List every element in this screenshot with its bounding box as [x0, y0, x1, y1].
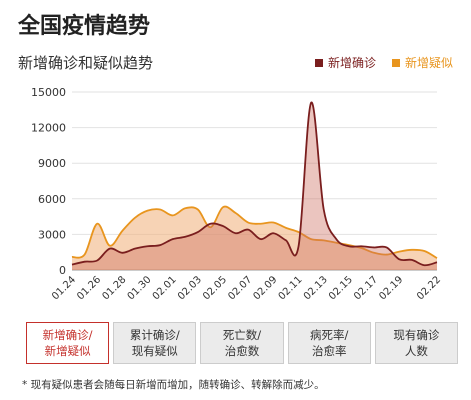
- x-tick-label: 01.28: [100, 274, 128, 302]
- trend-chart: 0 3000 6000 9000 12000 15000 01.2401.2601.2801…: [31, 86, 443, 302]
- x-tick-label: 02.19: [377, 274, 405, 302]
- series-line-suspected: [71, 205, 438, 259]
- x-tick-label: 02.05: [201, 274, 229, 302]
- legend-item-confirmed[interactable]: 新增确诊: [314, 54, 376, 71]
- legend-swatch-confirmed: [314, 58, 323, 67]
- chart-title: 新增确诊和疑似趋势: [18, 54, 154, 72]
- y-tick-label: 12000: [31, 122, 66, 135]
- series-area-confirmed: [72, 102, 437, 270]
- x-tick-label: 01.30: [126, 274, 154, 302]
- x-tick-label: 02.09: [251, 274, 279, 302]
- x-tick-label: 02.15: [327, 274, 355, 302]
- y-tick-label: 15000: [31, 86, 66, 99]
- series-area-suspected: [72, 206, 437, 270]
- tab-mortality-recovery-rate[interactable]: 病死率/ 治愈率: [287, 322, 371, 364]
- legend-swatch-suspected: [391, 58, 400, 67]
- x-tick-label: 02.22: [415, 274, 443, 302]
- legend-label-confirmed: 新增确诊: [327, 56, 376, 70]
- tab-new-confirmed-suspected[interactable]: 新增确诊/ 新增疑似: [26, 322, 110, 364]
- legend-item-suspected[interactable]: 新增疑似: [391, 54, 453, 71]
- footnote: * 现有疑似患者会随每日新增而增加，随转确诊、转解除而减少。: [22, 379, 325, 391]
- page-title: 全国疫情趋势: [18, 14, 151, 39]
- x-tick-label: 02.13: [302, 274, 330, 302]
- tab-current-confirmed[interactable]: 现有确诊 人数: [374, 322, 459, 364]
- metric-tabs: 新增确诊/ 新增疑似 累计确诊/ 现有疑似 死亡数/ 治愈数 病死率/ 治愈率 …: [26, 322, 459, 364]
- tab-deaths-recovered[interactable]: 死亡数/ 治愈数: [200, 322, 284, 364]
- y-tick-label: 6000: [38, 193, 66, 206]
- series-line-confirmed: [71, 101, 438, 267]
- x-tick-label: 01.26: [75, 274, 103, 302]
- tab-cumulative-confirmed-suspected[interactable]: 累计确诊/ 现有疑似: [113, 322, 197, 364]
- x-tick-label: 02.11: [277, 274, 305, 302]
- y-tick-label: 9000: [38, 157, 66, 170]
- x-tick-label: 02.17: [352, 274, 380, 302]
- chart-legend: 新增确诊 新增疑似: [314, 54, 453, 71]
- x-tick-label: 02.03: [176, 274, 204, 302]
- x-tick-label: 02.07: [226, 274, 254, 302]
- x-tick-label: 02.01: [151, 274, 179, 302]
- x-tick-label: 01.24: [50, 274, 78, 302]
- legend-label-suspected: 新增疑似: [404, 56, 453, 70]
- y-tick-label: 0: [59, 264, 66, 277]
- y-tick-label: 3000: [38, 228, 66, 241]
